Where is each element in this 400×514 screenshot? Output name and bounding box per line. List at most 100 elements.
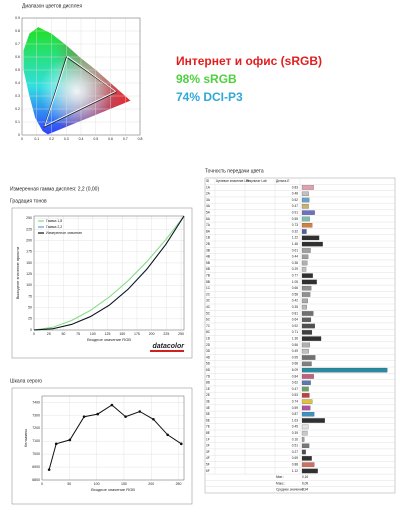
delta-bar [301, 412, 315, 417]
delta-bar [301, 449, 306, 455]
row-id: 8E [206, 431, 210, 435]
footer-value: 0,16 [302, 475, 308, 479]
delta-bar [301, 456, 312, 461]
x-tick-label: 100 [94, 482, 100, 486]
x-tick-label: 0 [21, 137, 23, 141]
x-tick-label: 0.7 [123, 137, 128, 141]
y-tick-label: 0.3 [15, 94, 20, 98]
row-id: 8C [206, 330, 211, 334]
delta-bar [301, 311, 314, 316]
y-tick-label: 50 [28, 306, 32, 310]
delta-bar [301, 361, 312, 367]
header-cell: Целевое значение Lab [216, 179, 250, 183]
row-id: 1E [206, 387, 210, 391]
row-id: 8A [206, 229, 211, 233]
chart-title: Градация тонов [10, 198, 47, 204]
chart-title: Диапазон цветов дисплея [22, 3, 82, 9]
row-id: 5D [206, 362, 211, 366]
point [166, 433, 169, 437]
delta-e: 0.77 [292, 273, 298, 277]
dcip3-coverage: 74% DCI-P3 [176, 90, 243, 104]
delta-bar [301, 248, 311, 253]
legend-label: Измеренное значение [46, 231, 82, 235]
x-tick-label: 50 [67, 482, 71, 486]
delta-e: 0.29 [292, 267, 298, 271]
row-id: 2C [206, 292, 211, 296]
row-id: 4E [206, 406, 210, 410]
delta-bar [301, 254, 309, 260]
y-tick-label: 6800 [32, 478, 40, 482]
x-tick-label: 150 [121, 482, 127, 486]
y-tick-label: 0 [30, 328, 32, 332]
delta-e: 0.71 [292, 330, 298, 334]
delta-bar [301, 355, 316, 360]
y-tick-label: 0.4 [15, 81, 20, 85]
x-tick-label: 0.4 [79, 137, 84, 141]
delta-e: 0.64 [292, 318, 298, 322]
series-line [33, 215, 185, 331]
x-tick-label: 0.5 [93, 137, 98, 141]
chart-frame [11, 207, 193, 359]
y-tick-label: 0.8 [15, 29, 20, 33]
delta-bar [301, 405, 311, 411]
y-tick-label: 0.2 [15, 107, 20, 111]
row-id: 4A [206, 204, 211, 208]
row-id: 7E [206, 425, 210, 429]
delta-e: 0.32 [292, 229, 298, 233]
chart-title: Шкала серого [10, 378, 42, 384]
delta-e: 0.42 [292, 299, 298, 303]
x-tick-label: 0.3 [64, 137, 69, 141]
delta-e: 0.44 [292, 255, 298, 259]
row-id: 1F [206, 437, 210, 441]
delta-bar [301, 260, 308, 266]
x-tick-label: 75 [76, 332, 80, 336]
table-title: Точность передачи цвета [205, 168, 264, 174]
chart-frame [11, 387, 193, 505]
y-tick-label: 0.1 [15, 120, 20, 124]
delta-e: 0.61 [292, 248, 298, 252]
delta-bar [301, 229, 307, 234]
row-id: 1B [206, 236, 210, 240]
delta-bar [301, 185, 314, 190]
point [82, 415, 86, 418]
point [54, 442, 58, 446]
delta-e: 0.91 [292, 210, 298, 214]
delta-bar [301, 267, 307, 272]
point [152, 417, 155, 421]
delta-e: 0.88 [292, 462, 298, 466]
x-axis-label: Входное значение RGB [87, 337, 131, 342]
delta-e: 0.49 [292, 349, 298, 353]
x-axis-label: Входное значение RGB [91, 487, 135, 492]
delta-e: 6.09 [292, 368, 298, 372]
delta-bar [301, 443, 310, 449]
x-tick-label: 200 [148, 482, 154, 486]
row-id: 1D [206, 336, 211, 340]
footer-label: Среднее значение: [276, 488, 304, 492]
delta-bar [301, 462, 315, 467]
row-id: 5E [206, 412, 210, 416]
point [124, 415, 127, 418]
delta-bar [301, 342, 310, 348]
row-id: 2B [206, 242, 210, 246]
delta-bar [301, 223, 313, 228]
row-id: 3B [206, 248, 210, 252]
delta-e: 0.66 [292, 286, 298, 290]
x-tick-label: 250 [176, 482, 182, 486]
y-tick-label: 225 [26, 227, 32, 231]
y-tick-label: 0.7 [15, 42, 20, 46]
row-id: 7D [206, 374, 211, 378]
y-tick-label: 75 [28, 294, 32, 298]
x-tick-label: 0 [33, 332, 35, 336]
header-cell: Результат Lab [246, 179, 267, 183]
x-tick-label: 225 [163, 332, 169, 336]
x-tick-label: 25 [47, 332, 51, 336]
footer-label: Мин.: [276, 475, 284, 479]
plot-frame [41, 395, 185, 481]
delta-e: 1.63 [292, 418, 298, 422]
delta-e: 0.92 [292, 324, 298, 328]
delta-bar [301, 386, 309, 392]
row-id: 4B [206, 255, 210, 259]
x-tick-label: 0 [41, 482, 43, 486]
x-tick-label: 0.8 [138, 137, 143, 141]
point [110, 403, 114, 407]
